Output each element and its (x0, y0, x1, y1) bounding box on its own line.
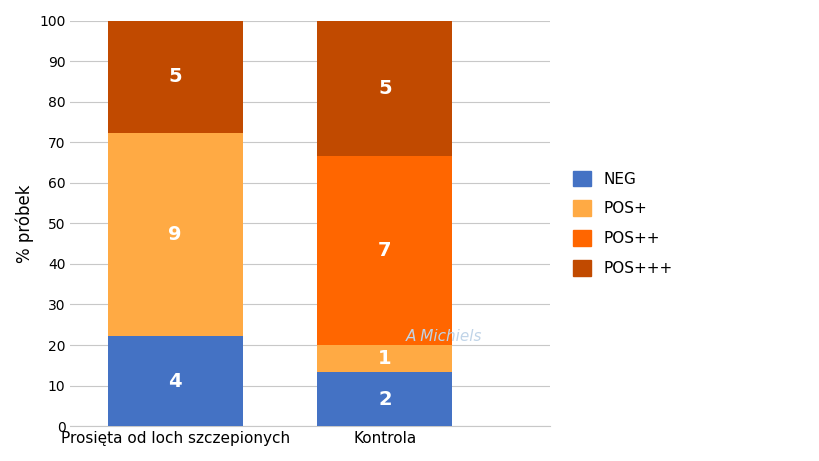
Bar (317, 372, 452, 426)
Text: 5: 5 (378, 78, 391, 98)
Text: 4: 4 (168, 372, 182, 390)
Legend: NEG, POS+, POS++, POS+++: NEG, POS+, POS++, POS+++ (566, 165, 678, 282)
Y-axis label: % próbek: % próbek (15, 184, 34, 263)
Text: 9: 9 (168, 225, 182, 244)
Bar (317, 345, 452, 372)
Text: 2: 2 (378, 390, 391, 408)
Bar (107, 336, 242, 426)
Bar (107, 20, 242, 133)
Bar (107, 133, 242, 336)
Bar (317, 155, 452, 345)
Text: 5: 5 (168, 67, 182, 86)
Text: 1: 1 (378, 349, 391, 368)
Text: 7: 7 (378, 241, 391, 260)
Text: A Michiels: A Michiels (405, 330, 482, 344)
Bar (317, 20, 452, 155)
